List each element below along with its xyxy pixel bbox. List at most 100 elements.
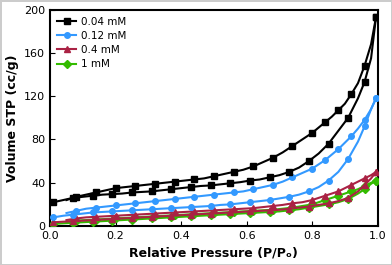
- 0.4 mM: [258, 209, 262, 213]
- 0.12 mM: [140, 208, 144, 211]
- 1 mM: [307, 206, 311, 209]
- 0.04 mM: [198, 184, 203, 188]
- 1 mM: [110, 219, 115, 222]
- 1 mM: [238, 212, 242, 215]
- 0.04 mM: [179, 187, 183, 190]
- 0.12 mM: [120, 209, 125, 213]
- 0.4 mM: [100, 218, 105, 221]
- 0.12 mM: [198, 205, 203, 208]
- 1 mM: [336, 201, 341, 204]
- 0.4 mM: [80, 219, 85, 222]
- 0.04 mM: [287, 170, 292, 174]
- Legend: 0.04 mM, 0.12 mM, 0.4 mM, 1 mM: 0.04 mM, 0.12 mM, 0.4 mM, 1 mM: [55, 15, 129, 72]
- 0.12 mM: [110, 210, 115, 213]
- 0.4 mM: [297, 206, 301, 209]
- 0.12 mM: [267, 198, 272, 202]
- 0.04 mM: [130, 191, 134, 194]
- 1 mM: [277, 210, 282, 213]
- Line: 1 mM: 1 mM: [51, 178, 379, 227]
- 0.12 mM: [71, 213, 75, 216]
- 1 mM: [189, 215, 193, 218]
- 0.12 mM: [238, 202, 242, 205]
- 0.04 mM: [258, 178, 262, 181]
- 1 mM: [159, 216, 164, 219]
- 0.12 mM: [61, 214, 65, 217]
- 1 mM: [130, 218, 134, 221]
- 0.12 mM: [362, 125, 367, 128]
- 0.04 mM: [120, 192, 125, 195]
- 1 mM: [208, 214, 213, 217]
- Line: 0.12 mM: 0.12 mM: [51, 95, 379, 220]
- 0.4 mM: [110, 217, 115, 220]
- 0.4 mM: [130, 216, 134, 219]
- 0.04 mM: [247, 179, 252, 182]
- 0.12 mM: [80, 212, 85, 215]
- 0.4 mM: [51, 221, 56, 224]
- 1 mM: [267, 210, 272, 214]
- 0.4 mM: [346, 196, 350, 200]
- 0.04 mM: [140, 190, 144, 193]
- 0.4 mM: [169, 214, 174, 217]
- 1 mM: [316, 204, 321, 207]
- 0.04 mM: [362, 81, 367, 84]
- 0.12 mM: [51, 216, 56, 219]
- 1 mM: [198, 214, 203, 217]
- 0.12 mM: [287, 195, 292, 198]
- 0.12 mM: [90, 211, 95, 214]
- 0.12 mM: [277, 197, 282, 200]
- 0.04 mM: [307, 160, 311, 163]
- 0.4 mM: [159, 215, 164, 218]
- 0.04 mM: [326, 142, 331, 145]
- 0.4 mM: [120, 217, 125, 220]
- 0.4 mM: [149, 215, 154, 218]
- 1 mM: [228, 213, 232, 216]
- 0.04 mM: [369, 57, 374, 60]
- 1 mM: [140, 217, 144, 220]
- 0.12 mM: [258, 200, 262, 203]
- 0.4 mM: [287, 207, 292, 210]
- 0.04 mM: [267, 176, 272, 179]
- 0.12 mM: [326, 179, 331, 182]
- 1 mM: [218, 213, 223, 216]
- 1 mM: [51, 222, 56, 226]
- 0.04 mM: [149, 190, 154, 193]
- 0.04 mM: [100, 193, 105, 196]
- 0.4 mM: [189, 213, 193, 216]
- 0.04 mM: [61, 198, 65, 202]
- 0.12 mM: [208, 204, 213, 207]
- 0.4 mM: [336, 200, 341, 203]
- 1 mM: [71, 221, 75, 224]
- 0.4 mM: [238, 210, 242, 214]
- 1 mM: [346, 197, 350, 201]
- 1 mM: [374, 179, 378, 182]
- 1 mM: [369, 182, 374, 186]
- 0.4 mM: [374, 170, 378, 174]
- 0.4 mM: [277, 208, 282, 211]
- 0.12 mM: [336, 170, 341, 174]
- 0.4 mM: [326, 202, 331, 205]
- 1 mM: [149, 217, 154, 220]
- 0.04 mM: [80, 195, 85, 198]
- 0.12 mM: [346, 157, 350, 161]
- 0.04 mM: [110, 192, 115, 196]
- 0.04 mM: [277, 174, 282, 177]
- Line: 0.04 mM: 0.04 mM: [51, 14, 379, 205]
- 1 mM: [362, 188, 367, 191]
- 1 mM: [247, 211, 252, 215]
- 0.4 mM: [90, 218, 95, 222]
- 0.12 mM: [130, 209, 134, 212]
- 0.04 mM: [189, 186, 193, 189]
- 0.04 mM: [71, 196, 75, 200]
- 0.12 mM: [100, 210, 105, 214]
- 0.4 mM: [140, 216, 144, 219]
- 0.04 mM: [238, 181, 242, 184]
- 0.04 mM: [169, 188, 174, 191]
- 1 mM: [356, 192, 360, 195]
- 0.4 mM: [71, 220, 75, 223]
- 1 mM: [80, 221, 85, 224]
- 1 mM: [179, 215, 183, 218]
- 0.04 mM: [228, 182, 232, 185]
- 0.04 mM: [90, 194, 95, 197]
- 0.04 mM: [159, 189, 164, 192]
- 0.12 mM: [189, 205, 193, 209]
